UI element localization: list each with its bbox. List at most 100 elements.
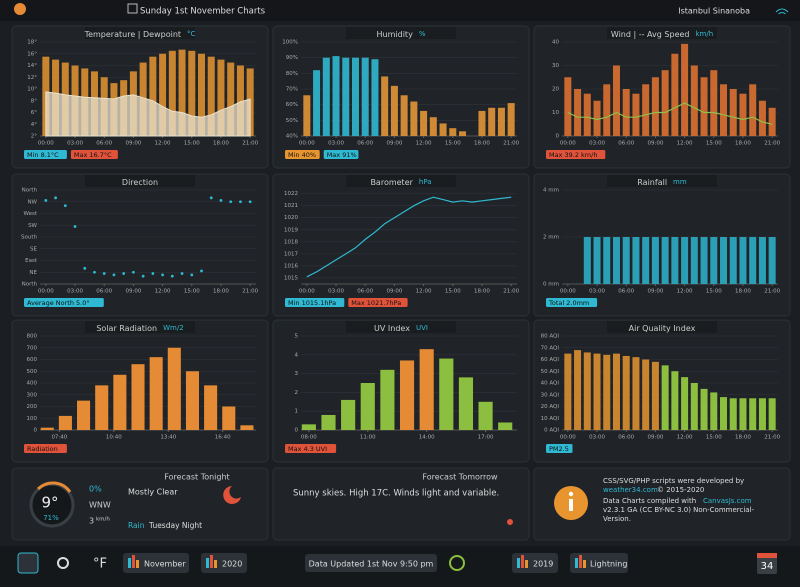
bar bbox=[399, 360, 415, 430]
calendar-button[interactable] bbox=[757, 553, 777, 574]
x-tick-label: 08:00 bbox=[301, 435, 317, 441]
point bbox=[200, 269, 203, 273]
bar bbox=[661, 365, 669, 430]
chart-title-tab bbox=[346, 175, 456, 187]
x-tick-label: 00:00 bbox=[38, 141, 54, 147]
x-tick-label: 11:00 bbox=[360, 435, 376, 441]
month-button[interactable] bbox=[123, 553, 189, 573]
header-bar bbox=[0, 0, 800, 21]
x-tick-label: 15:00 bbox=[445, 289, 461, 295]
y-tick-label: 0 bbox=[295, 428, 299, 434]
bar bbox=[371, 59, 379, 136]
badge bbox=[323, 150, 359, 159]
x-tick-label: 18:00 bbox=[735, 141, 751, 147]
info-copyright: © 2015-2020 bbox=[657, 486, 704, 494]
bar bbox=[149, 56, 157, 136]
bar bbox=[77, 400, 91, 430]
bar bbox=[651, 237, 659, 284]
badge-label: Total 2.0mm bbox=[548, 299, 589, 307]
wifi-icon bbox=[775, 8, 789, 15]
menu-icon[interactable] bbox=[14, 3, 26, 15]
x-tick-label: 06:00 bbox=[618, 141, 634, 147]
bar bbox=[690, 383, 698, 430]
x-tick-label: 21:00 bbox=[764, 289, 780, 295]
bar bbox=[188, 50, 196, 136]
bar bbox=[768, 398, 776, 430]
month-label: November bbox=[144, 560, 186, 569]
x-tick-label: 15:00 bbox=[706, 141, 722, 147]
bar bbox=[603, 237, 611, 284]
chart-title-tab bbox=[346, 321, 456, 333]
bar bbox=[583, 237, 591, 284]
unit-button[interactable]: °F bbox=[93, 557, 107, 572]
x-tick-label: 00:00 bbox=[299, 141, 315, 147]
bar bbox=[642, 359, 650, 430]
x-tick-label: 14:00 bbox=[419, 435, 435, 441]
x-tick-label: 15:00 bbox=[706, 289, 722, 295]
point bbox=[170, 274, 174, 278]
bar bbox=[729, 398, 737, 430]
x-tick-label: 00:00 bbox=[560, 435, 576, 441]
bar bbox=[593, 237, 601, 284]
bar bbox=[583, 93, 591, 136]
y-tick-label: 1 bbox=[295, 409, 299, 415]
lightning-label: Lightning bbox=[590, 560, 627, 569]
bar bbox=[739, 237, 747, 284]
area bbox=[45, 91, 251, 137]
chart-panel bbox=[11, 173, 269, 317]
x-tick-label: 12:00 bbox=[416, 141, 432, 147]
info-line2: Data Charts compiled with bbox=[603, 497, 696, 505]
line bbox=[567, 102, 773, 125]
badge-label: Max 1021.7hPa bbox=[351, 299, 401, 307]
chart-title: Air Quality Index bbox=[629, 324, 696, 333]
chart-title: Solar Radiation Wm/2 bbox=[96, 324, 183, 333]
bar bbox=[622, 89, 630, 136]
x-tick-label: 06:00 bbox=[618, 435, 634, 441]
bar bbox=[632, 357, 640, 430]
y-tick-label: 2 bbox=[295, 390, 299, 396]
bar bbox=[671, 53, 679, 136]
y-tick-label: 14° bbox=[27, 63, 37, 69]
y-tick-label: SE bbox=[30, 246, 37, 252]
y-tick-label: 6° bbox=[31, 110, 37, 116]
x-tick-label: 21:00 bbox=[503, 289, 519, 295]
x-tick-label: 17:00 bbox=[478, 435, 494, 441]
y-tick-label: 40% bbox=[286, 134, 298, 140]
bar bbox=[593, 100, 601, 136]
refresh-icon[interactable] bbox=[449, 555, 465, 571]
y-tick-label: 80 AQI bbox=[541, 334, 560, 340]
bar bbox=[564, 77, 572, 136]
bar bbox=[149, 357, 163, 430]
bar bbox=[758, 100, 766, 136]
x-tick-label: 00:00 bbox=[38, 289, 54, 295]
point bbox=[63, 204, 67, 208]
header-title: Sunday 1st November Charts bbox=[140, 7, 266, 17]
y-tick-label: 4 bbox=[295, 352, 299, 358]
bar bbox=[458, 377, 474, 430]
forecast-wind-unit: km/h bbox=[96, 517, 110, 523]
y-tick-label: 0 AQI bbox=[544, 428, 559, 434]
badge-label: PM2.5 bbox=[549, 445, 569, 453]
y-tick-label: 400 bbox=[27, 381, 38, 387]
bar bbox=[217, 59, 225, 136]
y-tick-label: SW bbox=[28, 223, 37, 229]
bar bbox=[429, 117, 437, 136]
y-tick-label: North bbox=[22, 188, 38, 194]
bar bbox=[227, 62, 235, 136]
y-tick-label: 10 AQI bbox=[541, 416, 560, 422]
bar bbox=[240, 425, 254, 430]
chart-icon bbox=[136, 560, 139, 568]
theme-button[interactable] bbox=[57, 557, 69, 569]
y-tick-label: East bbox=[25, 258, 38, 264]
bar bbox=[642, 84, 650, 136]
y-tick-label: 3 bbox=[295, 371, 299, 377]
forecast-tomorrow-panel bbox=[272, 467, 530, 541]
forecast-rain-label: Rain bbox=[128, 521, 145, 530]
forecast-tomorrow-title: Forecast Tomorrow bbox=[422, 473, 498, 482]
bar bbox=[236, 65, 244, 136]
point bbox=[83, 266, 87, 270]
bar bbox=[419, 349, 434, 430]
forecast-temp: 9° bbox=[41, 494, 58, 512]
forecast-tonight-title: Forecast Tonight bbox=[164, 473, 229, 482]
home-button[interactable] bbox=[17, 552, 39, 574]
